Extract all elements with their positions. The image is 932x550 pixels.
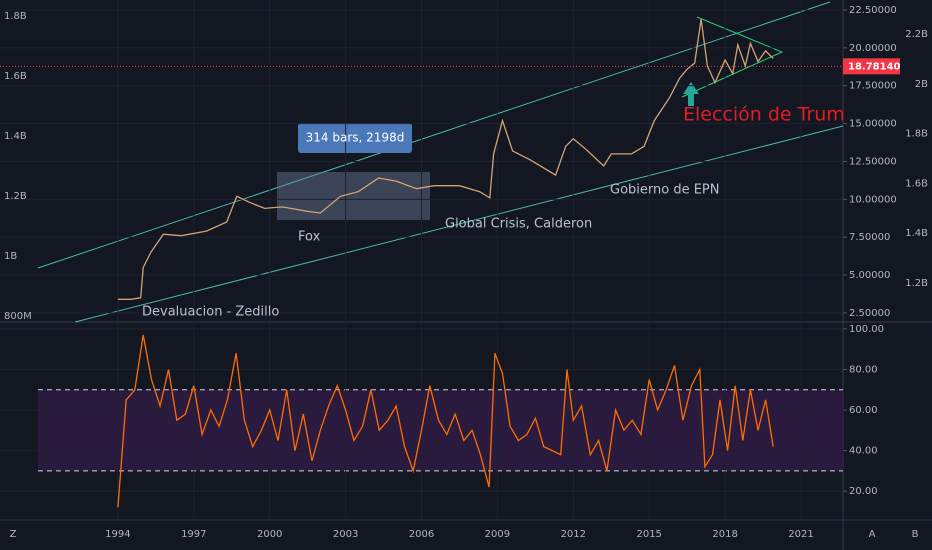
y-tick-label: 100.00 <box>849 324 884 335</box>
series-line <box>117 334 774 508</box>
channel-lower <box>74 125 844 323</box>
channel-upper <box>37 1 831 269</box>
last-price-label: 18.78140 <box>848 61 901 72</box>
y-tick-label: 20.00000 <box>849 43 897 54</box>
x-tick-label: 1994 <box>105 529 130 540</box>
annotation: Elección de Trum <box>683 104 845 126</box>
y-tick-label: 22.50000 <box>849 5 897 16</box>
y-tick-label: 12.50000 <box>849 156 897 167</box>
y-tick-label: 60.00 <box>849 405 878 416</box>
annotation: Global Crisis, Calderon <box>445 217 592 232</box>
y-tick-label: 17.50000 <box>849 81 897 92</box>
annotation: 314 bars, 2198d <box>306 131 405 145</box>
x-tick-label: 2015 <box>636 529 661 540</box>
volume-tick-label: 1.6B <box>905 178 928 189</box>
range-label-box <box>298 123 412 153</box>
y-tick-label: 40.00 <box>849 446 878 457</box>
volume-tick-label: 2.2B <box>905 29 928 40</box>
x-tick-label: 2018 <box>712 529 737 540</box>
x-tick-label: 2000 <box>257 529 282 540</box>
x-tick-label: 2021 <box>788 529 813 540</box>
volume-tick-label: 1.2B <box>4 191 27 202</box>
y-tick-label: 7.50000 <box>849 232 890 243</box>
volume-tick-label: 1.4B <box>4 131 27 142</box>
y-tick-label: 20.00 <box>849 486 878 497</box>
volume-tick-label: 1.8B <box>905 129 928 140</box>
volume-tick-label: 2B <box>915 79 928 90</box>
arrow <box>683 82 699 106</box>
volume-tick-label: 1B <box>4 251 17 262</box>
volume-tick-label: 1.4B <box>905 228 928 239</box>
x-tick-label: 2006 <box>409 529 434 540</box>
annotation: Gobierno de EPN <box>610 183 720 198</box>
x-tick-label: 2012 <box>561 529 586 540</box>
button[interactable]: Z <box>10 529 17 540</box>
y-tick-label: 15.00000 <box>849 119 897 130</box>
x-tick-label: 2003 <box>333 529 358 540</box>
volume-tick-label: 1.2B <box>905 278 928 289</box>
volume-tick-label: 1.6B <box>4 71 27 82</box>
button[interactable]: B <box>912 529 919 540</box>
annotation: Devaluacion - Zedillo <box>142 305 279 320</box>
y-tick-label: 80.00 <box>849 364 878 375</box>
series-line <box>117 19 774 300</box>
x-tick-label: 2009 <box>485 529 510 540</box>
annotation: Fox <box>298 230 321 245</box>
rsi-band <box>38 389 843 471</box>
range-box <box>277 172 430 220</box>
volume-tick-label: 800M <box>4 311 32 322</box>
y-tick-label: 5.00000 <box>849 270 890 281</box>
y-tick-label: 10.00000 <box>849 194 897 205</box>
button[interactable]: A <box>869 529 876 540</box>
last-price-box <box>843 58 900 75</box>
x-tick-label: 1997 <box>181 529 206 540</box>
y-tick-label: 2.50000 <box>849 308 890 319</box>
volume-tick-label: 1.8B <box>4 11 27 22</box>
